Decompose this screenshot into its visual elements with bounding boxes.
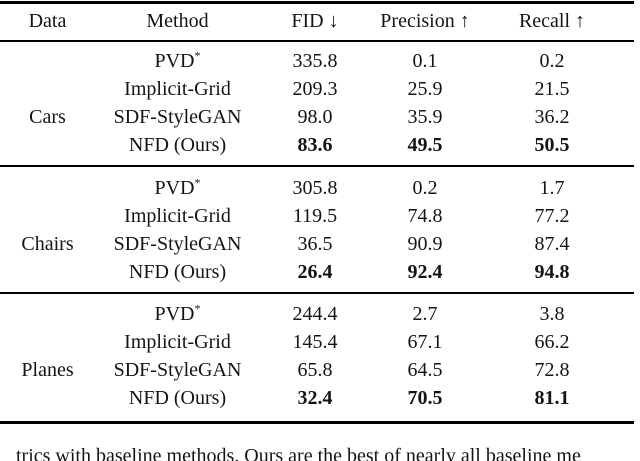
table-row: Planes SDF-StyleGAN 65.8 64.5 72.8	[0, 356, 634, 384]
table-row: NFD (Ours) 83.6 49.5 50.5	[0, 131, 634, 166]
asterisk-superscript: *	[194, 47, 201, 62]
method-cell: Implicit-Grid	[124, 204, 231, 227]
group-label-planes: Planes	[21, 358, 74, 381]
down-arrow-icon: ↓	[328, 10, 339, 33]
recall-value: 0.2	[539, 49, 565, 72]
precision-value: 74.8	[407, 204, 443, 227]
recall-value: 21.5	[534, 77, 570, 100]
table-row: PVD* 305.8 0.2 1.7	[0, 166, 634, 202]
recall-value: 94.8	[534, 260, 570, 283]
header-row: Data Method FID ↓ Precision ↑ Recall ↑	[0, 3, 634, 41]
precision-value: 70.5	[407, 386, 443, 409]
method-cell: SDF-StyleGAN	[113, 232, 242, 255]
data-cell-empty	[0, 41, 95, 75]
header-method: Method	[95, 3, 260, 41]
fid-value: 119.5	[292, 204, 338, 227]
caption-fragment: trics with baseline methods. Ours are th…	[16, 445, 581, 461]
precision-value: 64.5	[407, 358, 443, 381]
results-table: Data Method FID ↓ Precision ↑ Recall ↑ PVD*…	[0, 1, 634, 424]
table-row: Cars SDF-StyleGAN 98.0 35.9 36.2	[0, 103, 634, 131]
method-cell: SDF-StyleGAN	[113, 105, 242, 128]
method-cell: NFD (Ours)	[128, 133, 227, 156]
method-cell: Implicit-Grid	[124, 77, 231, 100]
fid-value: 244.4	[292, 302, 338, 325]
precision-value: 0.1	[412, 49, 438, 72]
fid-value: 98.0	[297, 105, 333, 128]
data-cell-empty	[0, 131, 95, 166]
data-cell-empty	[0, 293, 95, 328]
recall-value: 36.2	[534, 105, 570, 128]
recall-value: 81.1	[534, 386, 570, 409]
header-precision-label: Precision	[380, 10, 455, 33]
fid-value: 145.4	[292, 330, 338, 353]
precision-value: 0.2	[412, 176, 438, 199]
header-fid: FID ↓	[260, 3, 370, 41]
data-cell-empty	[0, 166, 95, 202]
group-planes: PVD* 244.4 2.7 3.8 Implicit-Grid 145.4 6…	[0, 293, 634, 423]
header-data-label: Data	[28, 10, 67, 33]
fid-value: 36.5	[297, 232, 333, 255]
recall-value: 3.8	[539, 302, 565, 325]
group-label-cars: Cars	[29, 105, 66, 128]
data-cell-empty	[0, 258, 95, 293]
table-row: NFD (Ours) 26.4 92.4 94.8	[0, 258, 634, 293]
precision-value: 90.9	[407, 232, 443, 255]
table-row: PVD* 244.4 2.7 3.8	[0, 293, 634, 328]
method-cell: Implicit-Grid	[124, 330, 231, 353]
fid-value: 335.8	[292, 49, 338, 72]
fid-value: 209.3	[292, 77, 338, 100]
table-row: Implicit-Grid 145.4 67.1 66.2	[0, 328, 634, 356]
table-row: Implicit-Grid 209.3 25.9 21.5	[0, 75, 634, 103]
method-cell: PVD*	[95, 41, 260, 75]
header-method-label: Method	[146, 10, 209, 33]
recall-value: 77.2	[534, 204, 570, 227]
header-recall: Recall ↑	[480, 3, 634, 41]
recall-value: 1.7	[539, 176, 565, 199]
precision-value: 67.1	[407, 330, 443, 353]
table-header: Data Method FID ↓ Precision ↑ Recall ↑	[0, 3, 634, 41]
asterisk-superscript: *	[194, 300, 201, 315]
group-chairs: PVD* 305.8 0.2 1.7 Implicit-Grid 119.5 7…	[0, 166, 634, 293]
precision-value: 25.9	[407, 77, 443, 100]
table-row: PVD* 335.8 0.1 0.2	[0, 41, 634, 75]
precision-value: 92.4	[407, 260, 443, 283]
data-cell-empty	[0, 75, 95, 103]
method-cell: SDF-StyleGAN	[113, 358, 242, 381]
fid-value: 32.4	[297, 386, 333, 409]
group-cars: PVD* 335.8 0.1 0.2 Implicit-Grid 209.3 2…	[0, 41, 634, 166]
table-row: Chairs SDF-StyleGAN 36.5 90.9 87.4	[0, 230, 634, 258]
fid-value: 83.6	[297, 133, 333, 156]
up-arrow-icon: ↑	[459, 10, 470, 33]
header-recall-label: Recall	[518, 10, 571, 33]
up-arrow-icon: ↑	[575, 10, 586, 33]
method-label: PVD	[154, 302, 195, 325]
method-cell: NFD (Ours)	[128, 386, 227, 409]
data-cell-empty	[0, 328, 95, 356]
fid-value: 26.4	[297, 260, 333, 283]
fid-value: 305.8	[292, 176, 338, 199]
table-row: NFD (Ours) 32.4 70.5 81.1	[0, 384, 634, 423]
data-cell-empty	[0, 202, 95, 230]
recall-value: 66.2	[534, 330, 570, 353]
method-label: PVD	[154, 176, 195, 199]
recall-value: 87.4	[534, 232, 570, 255]
asterisk-superscript: *	[194, 174, 201, 189]
header-fid-label: FID	[291, 10, 324, 33]
recall-value: 50.5	[534, 133, 570, 156]
fid-value: 65.8	[297, 358, 333, 381]
group-label-chairs: Chairs	[21, 232, 74, 255]
method-cell: NFD (Ours)	[128, 260, 227, 283]
header-data: Data	[0, 3, 95, 41]
recall-value: 72.8	[534, 358, 570, 381]
method-label: PVD	[154, 49, 195, 72]
header-precision: Precision ↑	[370, 3, 480, 41]
table-row: Implicit-Grid 119.5 74.8 77.2	[0, 202, 634, 230]
precision-value: 35.9	[407, 105, 443, 128]
method-cell: PVD*	[95, 293, 260, 328]
data-cell-empty	[0, 384, 95, 423]
precision-value: 2.7	[412, 302, 438, 325]
method-cell: PVD*	[95, 166, 260, 202]
precision-value: 49.5	[407, 133, 443, 156]
